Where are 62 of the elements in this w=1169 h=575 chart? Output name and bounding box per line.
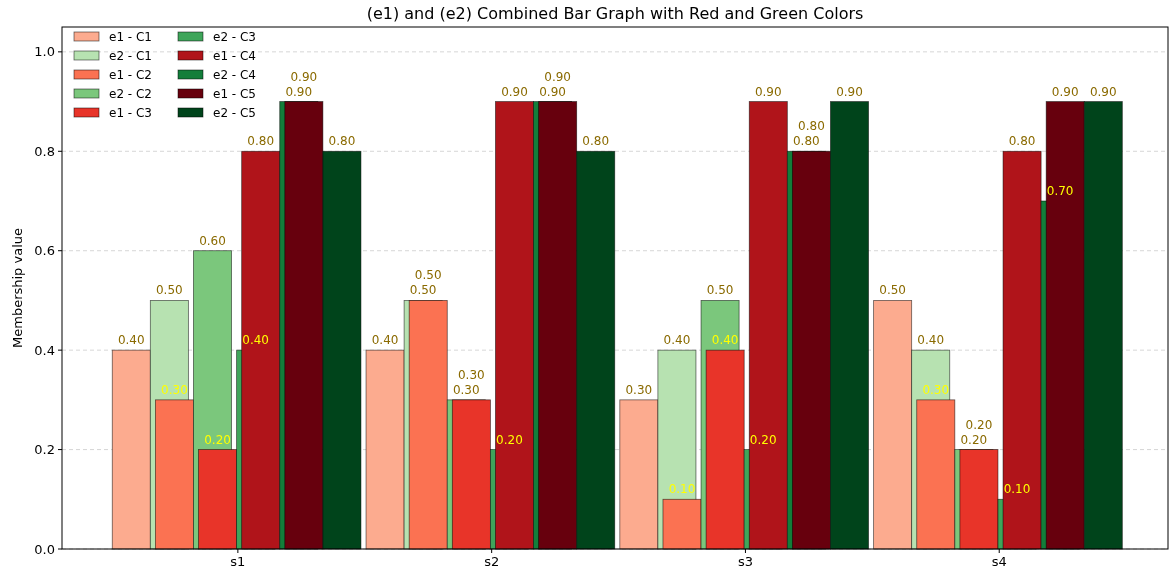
data-label: 0.80 <box>582 134 610 149</box>
data-label: 0.90 <box>836 84 863 99</box>
data-label: 0.90 <box>1051 84 1079 99</box>
data-label: 0.40 <box>917 333 945 348</box>
data-label: 0.40 <box>371 333 399 348</box>
data-label: 0.40 <box>242 333 269 348</box>
chart-title: (e1) and (e2) Combined Bar Graph with Red and Green Colors <box>366 4 864 23</box>
legend-label: e2 - C5 <box>213 106 256 121</box>
data-label: 0.80 <box>793 134 820 149</box>
legend-label: e1 - C3 <box>109 106 152 121</box>
data-label: 0.50 <box>706 283 734 298</box>
data-label: 0.10 <box>1003 482 1031 497</box>
legend-label: e1 - C1 <box>109 30 152 45</box>
x-tick-label: s4 <box>991 554 1007 569</box>
legend-label: e2 - C1 <box>109 49 152 64</box>
data-label: 0.40 <box>663 333 691 348</box>
data-label: 0.80 <box>247 134 275 149</box>
data-label: 0.20 <box>749 432 777 447</box>
data-label: 0.30 <box>625 382 653 397</box>
y-axis-title: Membership value <box>10 228 25 348</box>
y-tick-label: 0.0 <box>34 541 55 557</box>
data-label: 0.10 <box>668 482 696 497</box>
legend-label: e1 - C2 <box>109 68 152 83</box>
data-label: 0.50 <box>414 268 442 283</box>
data-label: 0.90 <box>285 84 313 99</box>
x-tick-label: s1 <box>230 554 246 569</box>
x-tick-label: s2 <box>484 554 500 569</box>
data-label: 0.80 <box>328 134 356 149</box>
y-tick-label: 0.8 <box>34 143 55 159</box>
legend-label: e2 - C3 <box>213 30 256 45</box>
data-label: 0.20 <box>965 417 993 432</box>
data-label: 0.40 <box>117 333 145 348</box>
data-label: 0.40 <box>711 333 739 348</box>
legend-label: e2 - C4 <box>213 68 256 83</box>
data-label: 0.90 <box>1089 84 1117 99</box>
data-label: 0.60 <box>199 233 226 248</box>
data-label: 0.50 <box>409 283 437 298</box>
legend-label: e1 - C5 <box>213 87 256 102</box>
data-label: 0.80 <box>1008 134 1036 149</box>
y-tick-label: 0.6 <box>34 243 55 259</box>
data-label: 0.30 <box>922 382 950 397</box>
data-label: 0.90 <box>754 84 782 99</box>
data-label: 0.90 <box>544 69 571 84</box>
data-label: 0.90 <box>539 84 566 99</box>
data-label: 0.80 <box>798 119 825 134</box>
data-label: 0.20 <box>496 432 523 447</box>
y-tick-label: 1.0 <box>34 44 55 60</box>
data-label: 0.30 <box>161 382 188 397</box>
data-label: 0.90 <box>501 84 528 99</box>
data-label: 0.20 <box>960 432 988 447</box>
x-tick-label: s3 <box>737 554 753 569</box>
data-label: 0.90 <box>290 69 318 84</box>
data-label: 0.50 <box>155 283 183 298</box>
data-label: 0.50 <box>879 283 906 298</box>
y-tick-label: 0.4 <box>34 342 55 358</box>
legend-label: e2 - C2 <box>109 87 152 102</box>
data-label: 0.30 <box>458 367 485 382</box>
y-tick-label: 0.2 <box>34 442 55 458</box>
data-label: 0.20 <box>204 432 231 447</box>
data-label: 0.30 <box>452 382 480 397</box>
legend-label: e1 - C4 <box>213 49 256 64</box>
data-label: 0.70 <box>1046 184 1074 198</box>
